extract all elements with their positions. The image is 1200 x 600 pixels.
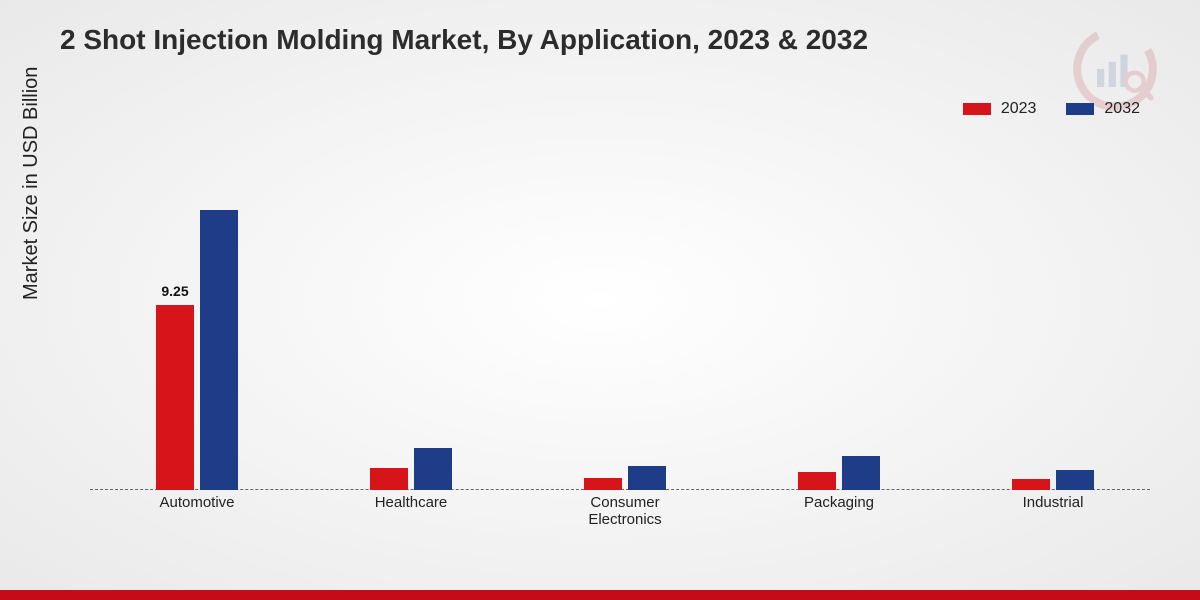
y-axis-label: Market Size in USD Billion xyxy=(20,67,43,300)
bar-2032 xyxy=(628,466,666,490)
footer-bar xyxy=(0,590,1200,600)
bar-2032 xyxy=(200,210,238,490)
bar-2023 xyxy=(584,478,622,490)
bar-2023: 9.25 xyxy=(156,305,194,490)
bar-value-label: 9.25 xyxy=(161,283,188,299)
chart-canvas: 2 Shot Injection Molding Market, By Appl… xyxy=(0,0,1200,600)
bar-2032 xyxy=(1056,470,1094,490)
chart-title: 2 Shot Injection Molding Market, By Appl… xyxy=(60,24,868,56)
legend-swatch-2023 xyxy=(963,103,991,115)
x-axis-labels: AutomotiveHealthcareConsumerElectronicsP… xyxy=(90,494,1160,529)
legend: 2023 2032 xyxy=(963,100,1140,118)
x-tick-label: Automotive xyxy=(90,494,304,529)
bar-group xyxy=(732,170,946,490)
bar-2032 xyxy=(414,448,452,490)
bar-2023 xyxy=(798,472,836,490)
legend-item-2023: 2023 xyxy=(963,100,1037,118)
x-tick-label: Healthcare xyxy=(304,494,518,529)
bar-2023 xyxy=(370,468,408,490)
legend-swatch-2032 xyxy=(1066,103,1094,115)
legend-label-2023: 2023 xyxy=(1001,100,1037,118)
x-tick-label: Industrial xyxy=(946,494,1160,529)
bar-2032 xyxy=(842,456,880,490)
legend-label-2032: 2032 xyxy=(1104,100,1140,118)
bar-group: 9.25 xyxy=(90,170,304,490)
plot-area: 9.25 AutomotiveHealthcareConsumerElectro… xyxy=(90,170,1160,520)
bar-group xyxy=(304,170,518,490)
bar-2023 xyxy=(1012,479,1050,490)
x-tick-label: ConsumerElectronics xyxy=(518,494,732,529)
x-tick-label: Packaging xyxy=(732,494,946,529)
bar-group xyxy=(518,170,732,490)
legend-item-2032: 2032 xyxy=(1066,100,1140,118)
bar-group xyxy=(946,170,1160,490)
bar-groups: 9.25 xyxy=(90,170,1160,490)
